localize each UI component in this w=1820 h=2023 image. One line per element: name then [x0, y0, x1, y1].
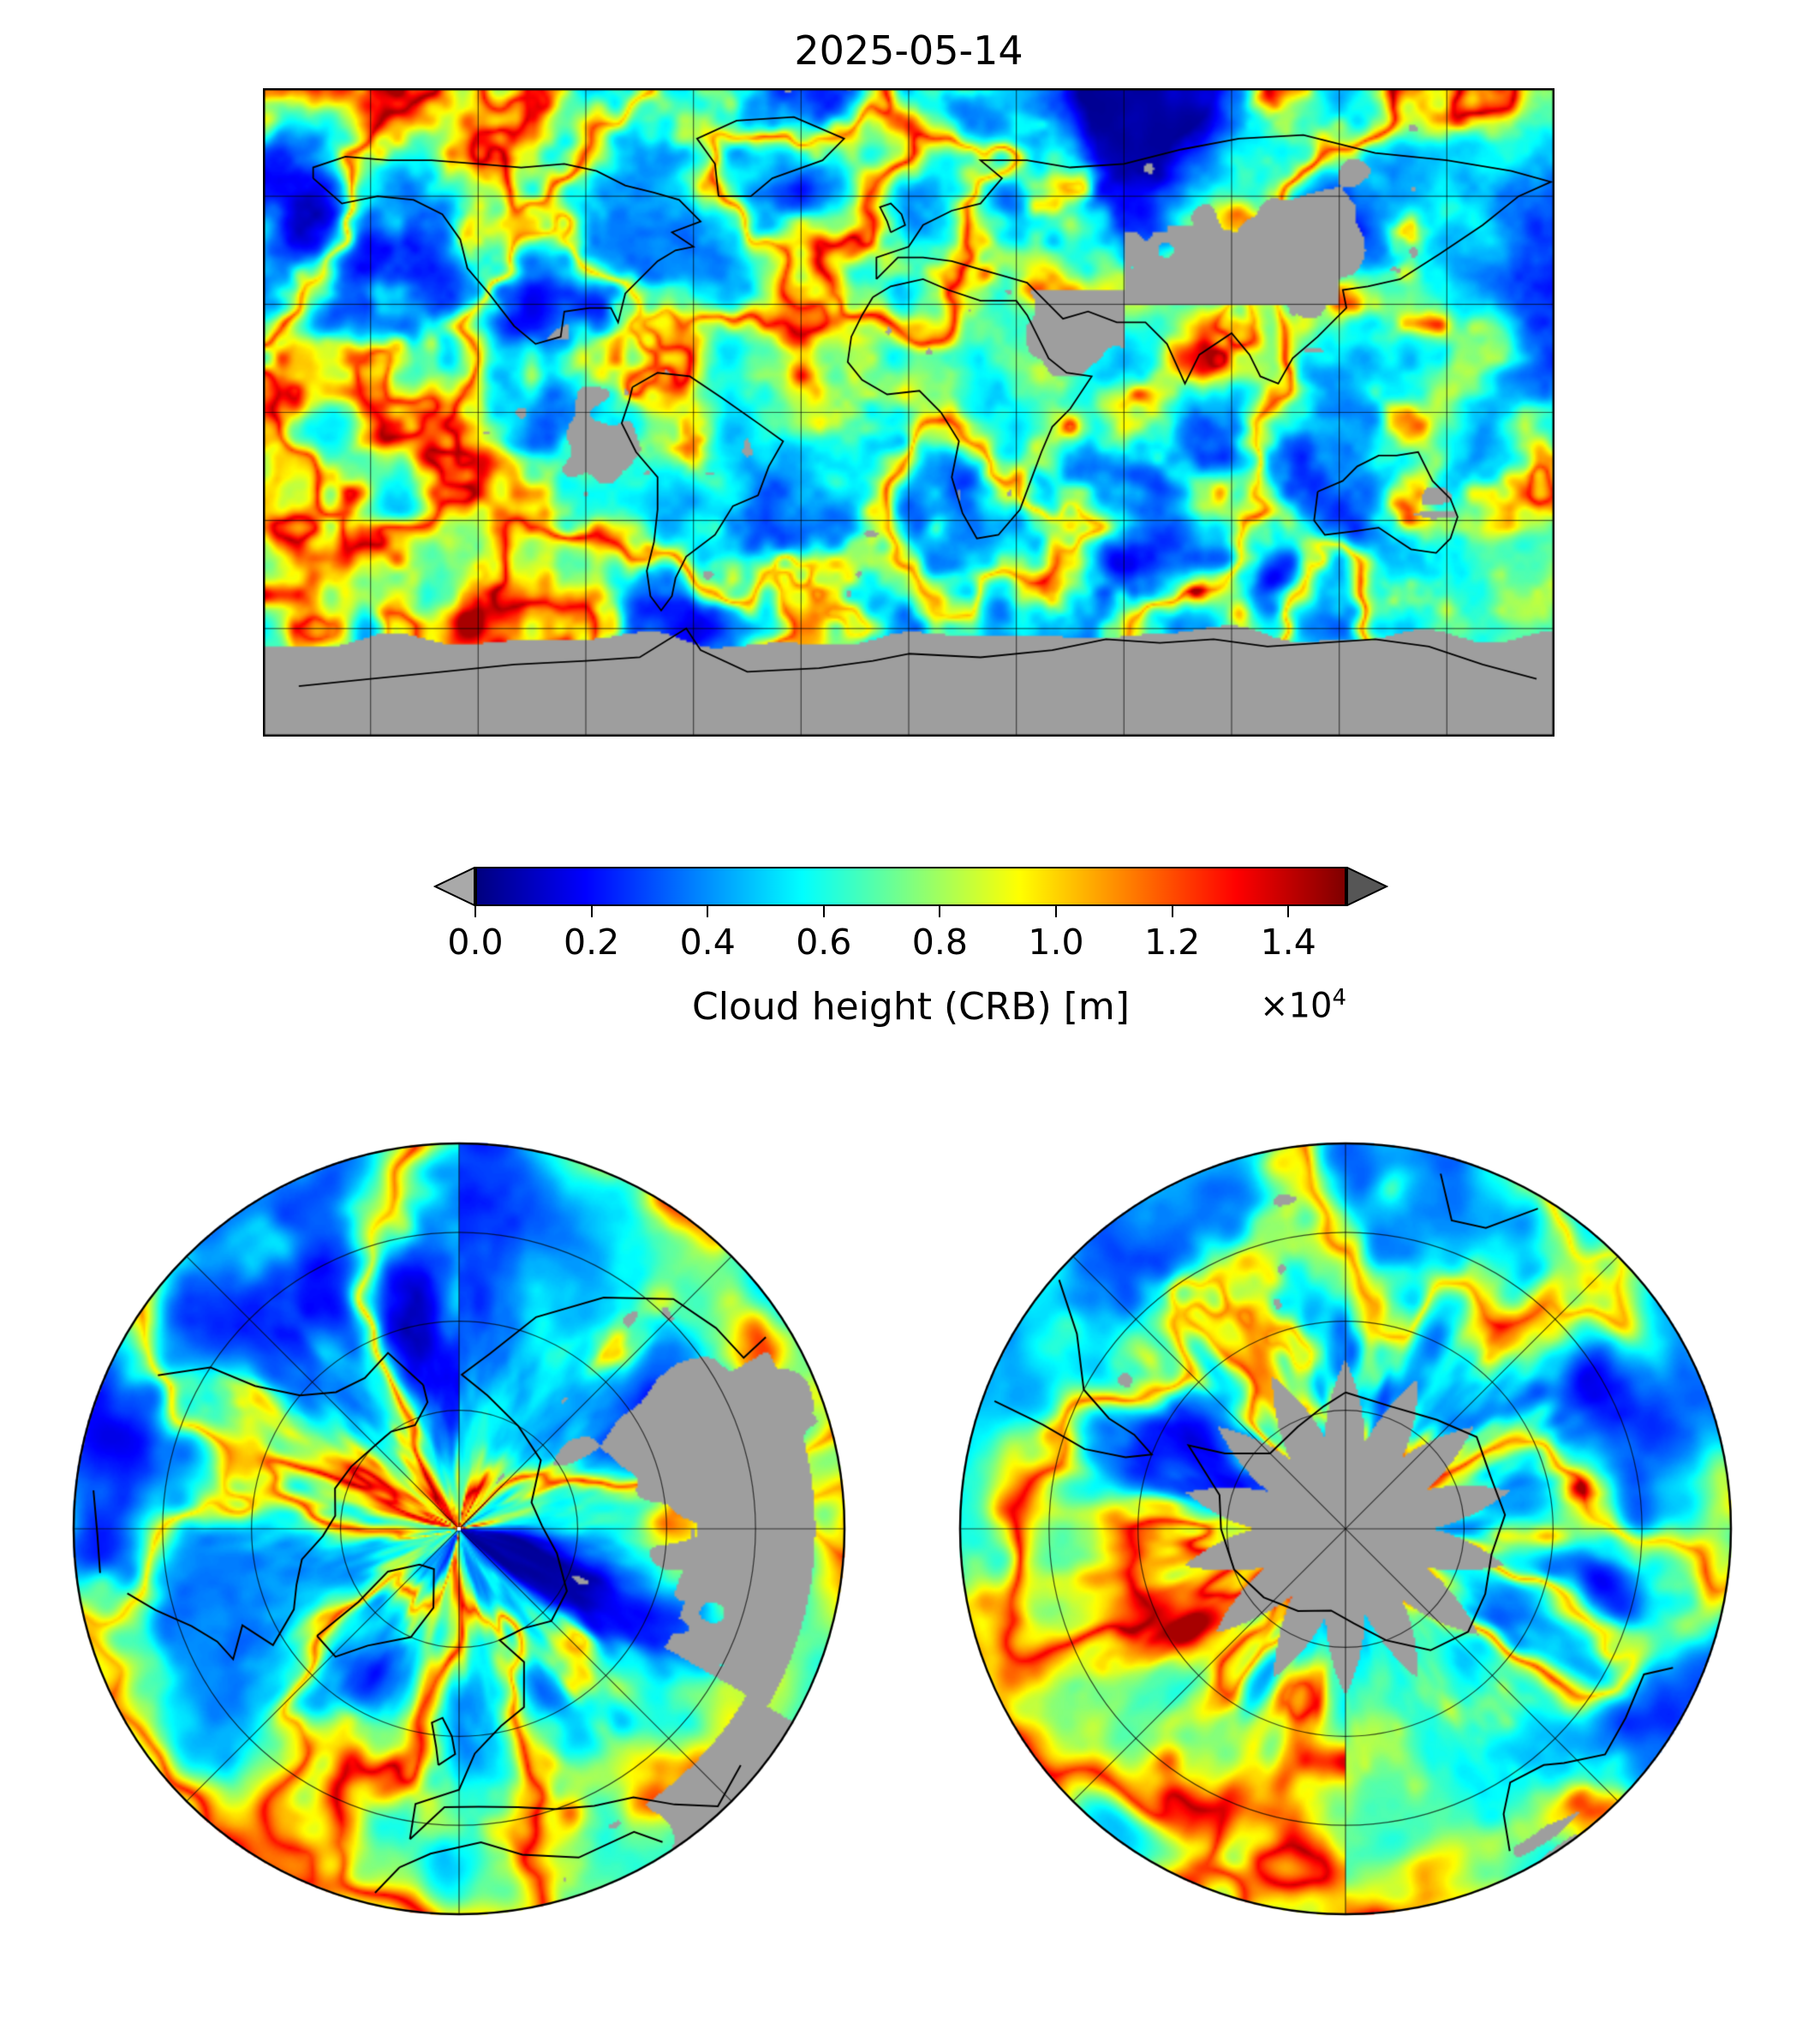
- colorbar-over-arrow: [1346, 867, 1388, 906]
- colorbar-tick-label: 0.2: [563, 922, 620, 963]
- colorbar-tick-mark: [474, 906, 476, 917]
- colorbar-tick-mark: [822, 906, 825, 917]
- colorbar-tick-label: 0.0: [447, 922, 504, 963]
- colorbar-label-text: Cloud height (CRB) [m]: [692, 985, 1130, 1029]
- colorbar-tick-mark: [939, 906, 941, 917]
- colorbar-tick-mark: [707, 906, 709, 917]
- colorbar-under-arrow: [433, 867, 475, 906]
- colorbar-offset-text: ×104: [1124, 985, 1346, 1025]
- colorbar-tick-mark: [1055, 906, 1057, 917]
- colorbar-tick-label: 0.4: [679, 922, 736, 963]
- colorbar-tick-mark: [1171, 906, 1173, 917]
- colorbar-tick-label: 0.6: [796, 922, 852, 963]
- colorbar-gradient: [475, 867, 1346, 906]
- colorbar-offset-base: ×10: [1260, 986, 1333, 1026]
- figure-title: 2025-05-14: [794, 27, 1023, 74]
- global-map-canvas: [263, 88, 1554, 737]
- colorbar-tick-label: 1.0: [1028, 922, 1084, 963]
- colorbar-tick-label: 0.8: [911, 922, 968, 963]
- south-polar-canvas: [956, 1139, 1735, 1919]
- colorbar-over-arrow-shape: [1346, 867, 1388, 906]
- colorbar-offset-exponent: 4: [1332, 985, 1346, 1011]
- colorbar-label: Cloud height (CRB) [m]: [475, 985, 1346, 1029]
- colorbar-ticks: 0.0 0.2 0.4 0.6 0.8 1.0 1.2 1.4: [447, 906, 1346, 983]
- colorbar-under-arrow-shape: [433, 867, 475, 906]
- colorbar-tick-label: 1.2: [1143, 922, 1201, 963]
- colorbar-tick-mark: [1287, 906, 1290, 917]
- colorbar-tick-mark: [590, 906, 593, 917]
- north-polar-canvas: [69, 1139, 849, 1919]
- colorbar-tick-label: 1.4: [1260, 922, 1316, 963]
